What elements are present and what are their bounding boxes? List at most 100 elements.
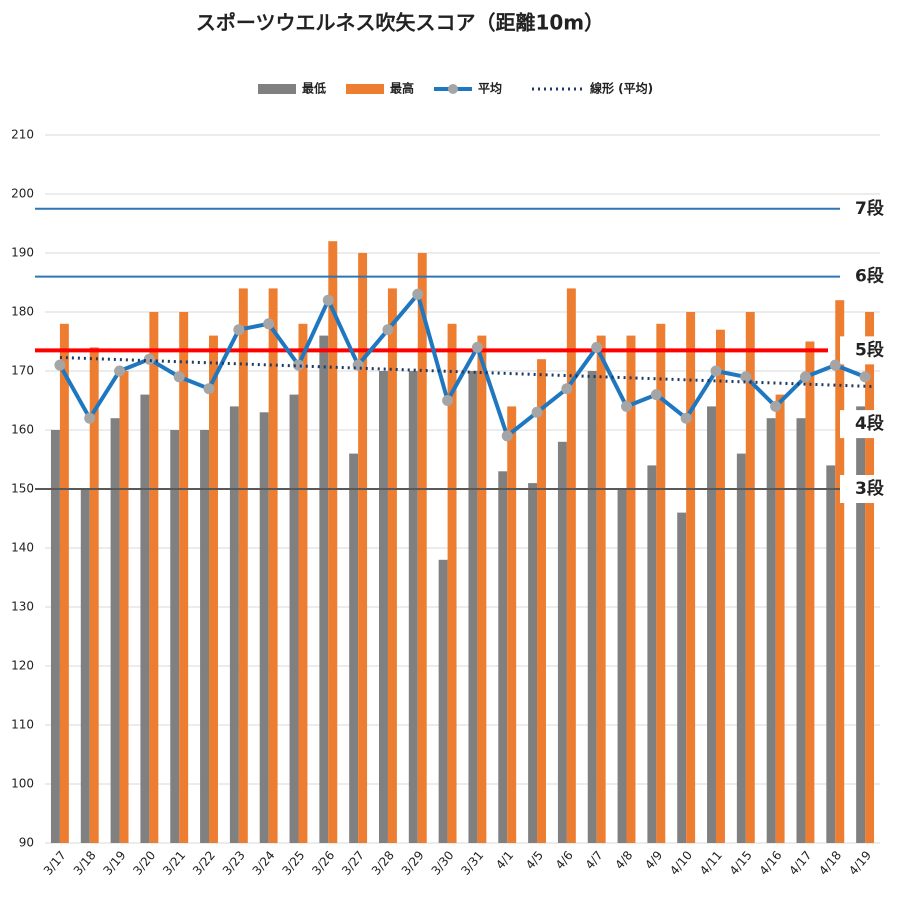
bar — [238, 288, 248, 843]
marker — [442, 395, 454, 406]
y-tick-label: 200 — [11, 187, 34, 201]
trendline — [59, 355, 876, 389]
bar — [835, 300, 845, 843]
bar — [268, 288, 278, 843]
x-tick-label: 3/23 — [220, 848, 248, 878]
x-tick-label: 4/8 — [612, 848, 635, 872]
marker — [501, 430, 513, 442]
marker — [173, 371, 185, 383]
bar — [80, 489, 90, 843]
bar — [775, 394, 785, 843]
bar — [289, 394, 299, 843]
bar — [677, 512, 687, 843]
y-tick-label: 100 — [11, 777, 34, 791]
marker — [114, 365, 126, 377]
bar — [379, 371, 388, 843]
bar — [566, 288, 576, 843]
y-tick-label: 150 — [11, 482, 34, 496]
x-tick-label: 4/10 — [667, 848, 695, 878]
y-tick-label: 140 — [11, 541, 34, 555]
bar — [319, 335, 329, 843]
x-tick-label: 3/21 — [160, 848, 188, 878]
bar — [328, 241, 338, 843]
marker — [143, 353, 155, 365]
y-tick-label: 90 — [19, 836, 34, 850]
x-tick-label: 4/9 — [642, 848, 665, 872]
bar — [209, 335, 218, 843]
marker — [650, 389, 662, 401]
bar — [498, 471, 508, 843]
bar — [59, 323, 69, 843]
marker — [591, 341, 603, 353]
x-tick-label: 3/31 — [458, 848, 486, 878]
marker — [680, 412, 692, 424]
y-tick-label: 180 — [11, 305, 34, 319]
reference-label: 3段 — [855, 478, 884, 499]
bar — [438, 559, 448, 843]
marker — [710, 365, 722, 377]
x-tick-label: 3/28 — [369, 848, 397, 878]
marker — [471, 341, 483, 353]
x-tick-label: 4/5 — [523, 848, 546, 872]
bar — [745, 312, 755, 843]
bar — [805, 341, 815, 843]
bar — [298, 323, 308, 843]
marker — [233, 324, 245, 336]
legend-swatch — [346, 84, 384, 94]
bar — [686, 312, 696, 843]
y-tick-label: 210 — [11, 128, 34, 142]
x-tick-label: 4/19 — [846, 848, 874, 878]
marker — [621, 400, 633, 412]
reference-label: 4段 — [855, 413, 884, 434]
marker — [292, 359, 304, 371]
bar — [736, 453, 746, 843]
bar — [826, 465, 836, 843]
bar — [179, 312, 189, 843]
bar — [149, 312, 159, 843]
bar — [119, 371, 129, 843]
y-tick-label: 170 — [11, 364, 34, 378]
x-tick-label: 4/1 — [493, 848, 516, 872]
bar — [50, 430, 60, 843]
x-tick-label: 3/18 — [71, 848, 99, 878]
x-tick-label: 4/15 — [727, 848, 755, 878]
bar — [140, 394, 150, 843]
x-tick-label: 3/30 — [429, 848, 457, 878]
bar — [110, 418, 120, 843]
bar — [349, 453, 359, 843]
marker — [412, 288, 424, 300]
bar — [715, 329, 725, 843]
bar — [707, 406, 716, 843]
marker — [84, 412, 96, 424]
x-tick-label: 4/17 — [786, 848, 814, 878]
bar — [865, 312, 875, 843]
bar — [537, 359, 546, 843]
bar — [626, 335, 636, 843]
legend-label: 平均 — [478, 81, 502, 96]
x-tick-label: 3/24 — [250, 848, 278, 878]
bar — [89, 347, 99, 843]
marker — [561, 383, 573, 395]
bar — [468, 371, 478, 843]
x-tick-label: 4/6 — [553, 848, 576, 872]
bar — [477, 335, 487, 843]
legend-label: 最低 — [302, 81, 326, 96]
x-tick-label: 4/7 — [583, 848, 606, 872]
marker — [54, 359, 66, 371]
bar — [796, 418, 806, 843]
reference-label-bg — [840, 194, 895, 223]
marker — [203, 383, 215, 395]
x-tick-label: 4/16 — [757, 848, 785, 878]
bar — [387, 288, 397, 843]
bar — [528, 483, 538, 843]
bar — [358, 253, 368, 843]
bar — [229, 406, 239, 843]
bar — [259, 412, 269, 843]
reference-label-bg — [840, 336, 895, 365]
x-tick-label: 3/29 — [399, 848, 427, 878]
x-tick-label: 3/19 — [100, 848, 128, 878]
bar — [596, 335, 606, 843]
bar — [587, 371, 597, 843]
bar — [507, 406, 517, 843]
legend-swatch — [448, 84, 458, 94]
